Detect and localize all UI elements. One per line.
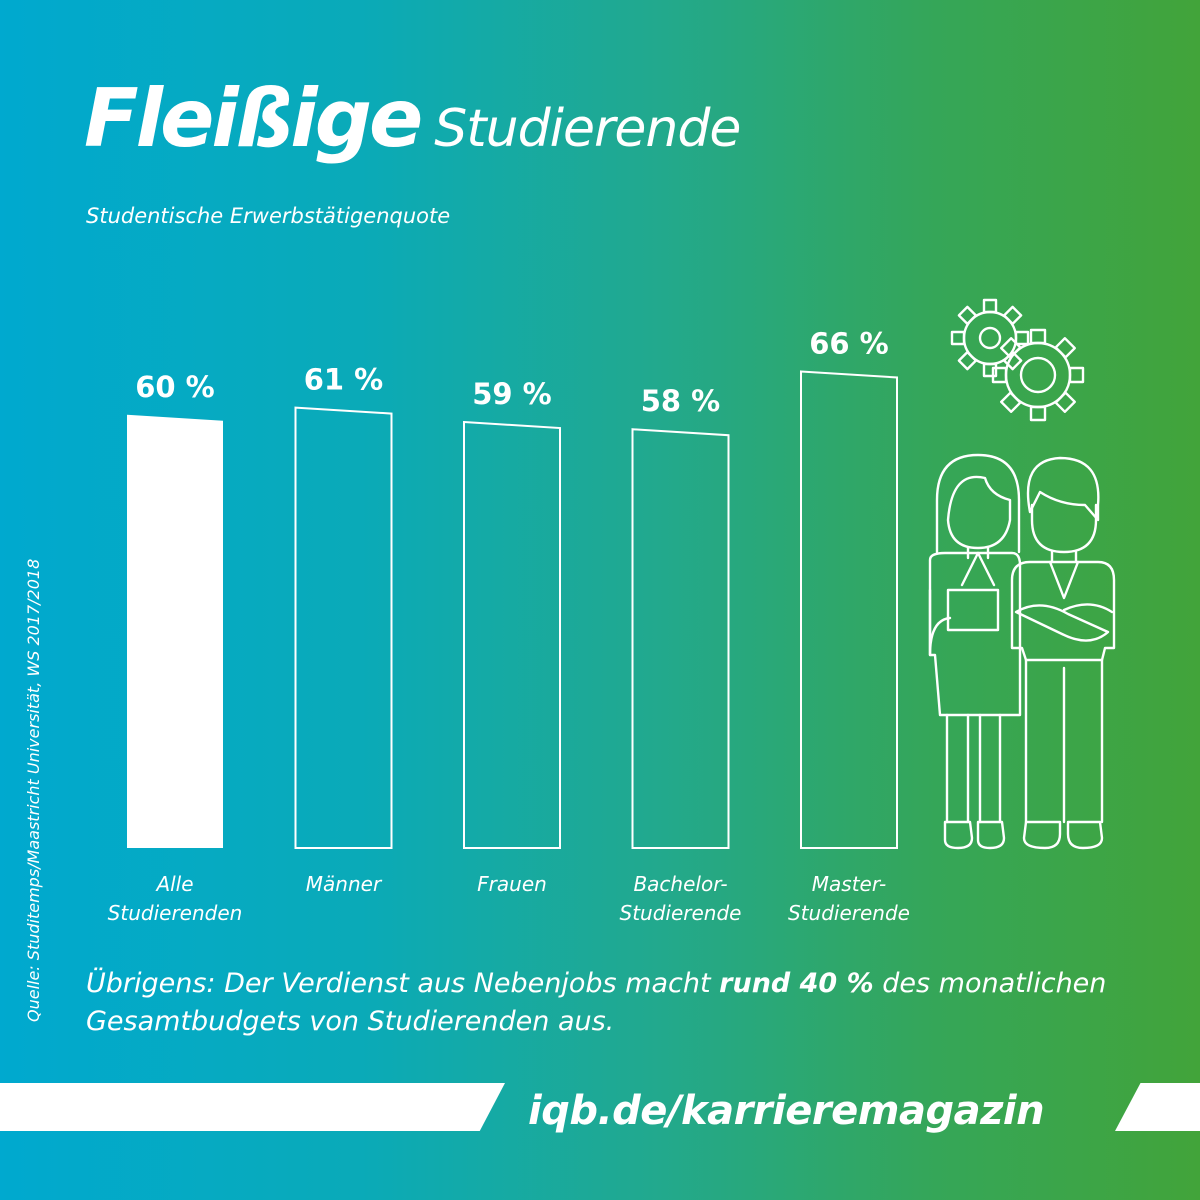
gears-icon xyxy=(950,298,1085,422)
title-light: Studierende xyxy=(434,99,741,159)
note-suffix: des monatlichen Gesamtbudgets von Studie… xyxy=(86,968,1107,1037)
chart-subtitle: Studentische Erwerbstätigenquote xyxy=(86,204,451,228)
bar-0 xyxy=(127,414,223,848)
value-label-3: 58 % xyxy=(641,384,721,418)
male-student-icon xyxy=(1010,456,1116,850)
bar-1 xyxy=(294,406,393,849)
category-label-2: Frauen xyxy=(477,872,547,896)
value-label-0: 60 % xyxy=(135,370,215,404)
value-label-4: 66 % xyxy=(809,326,889,360)
bars-layer: 60 % Alle Studierenden 61 % Männer 59 % Frauen… xyxy=(108,326,910,925)
value-label-2: 59 % xyxy=(472,377,552,411)
page-title: Fleißige Studierende xyxy=(84,72,741,165)
bar-4 xyxy=(800,370,898,849)
students-illustration xyxy=(928,298,1116,850)
note-highlight: rund 40 % xyxy=(719,968,874,999)
category-label-1: Männer xyxy=(306,872,383,896)
footer-url[interactable]: iqb.de/karrieremagazin xyxy=(528,1088,1045,1134)
category-label-4: Master-Studierende xyxy=(788,872,910,925)
female-student-icon xyxy=(928,453,1022,850)
bar-2 xyxy=(463,420,561,849)
category-label-3: Bachelor-Studierende xyxy=(620,872,742,925)
value-label-1: 61 % xyxy=(304,363,384,397)
category-label-0: Alle Studierenden xyxy=(108,872,243,925)
bar-3 xyxy=(631,428,730,849)
info-note: Übrigens: Der Verdienst aus Nebenjobs ma… xyxy=(86,965,1136,1041)
footer-stripe-left xyxy=(0,1083,505,1131)
title-bold: Fleißige xyxy=(84,72,423,165)
note-prefix: Übrigens: Der Verdienst aus Nebenjobs ma… xyxy=(86,968,720,999)
